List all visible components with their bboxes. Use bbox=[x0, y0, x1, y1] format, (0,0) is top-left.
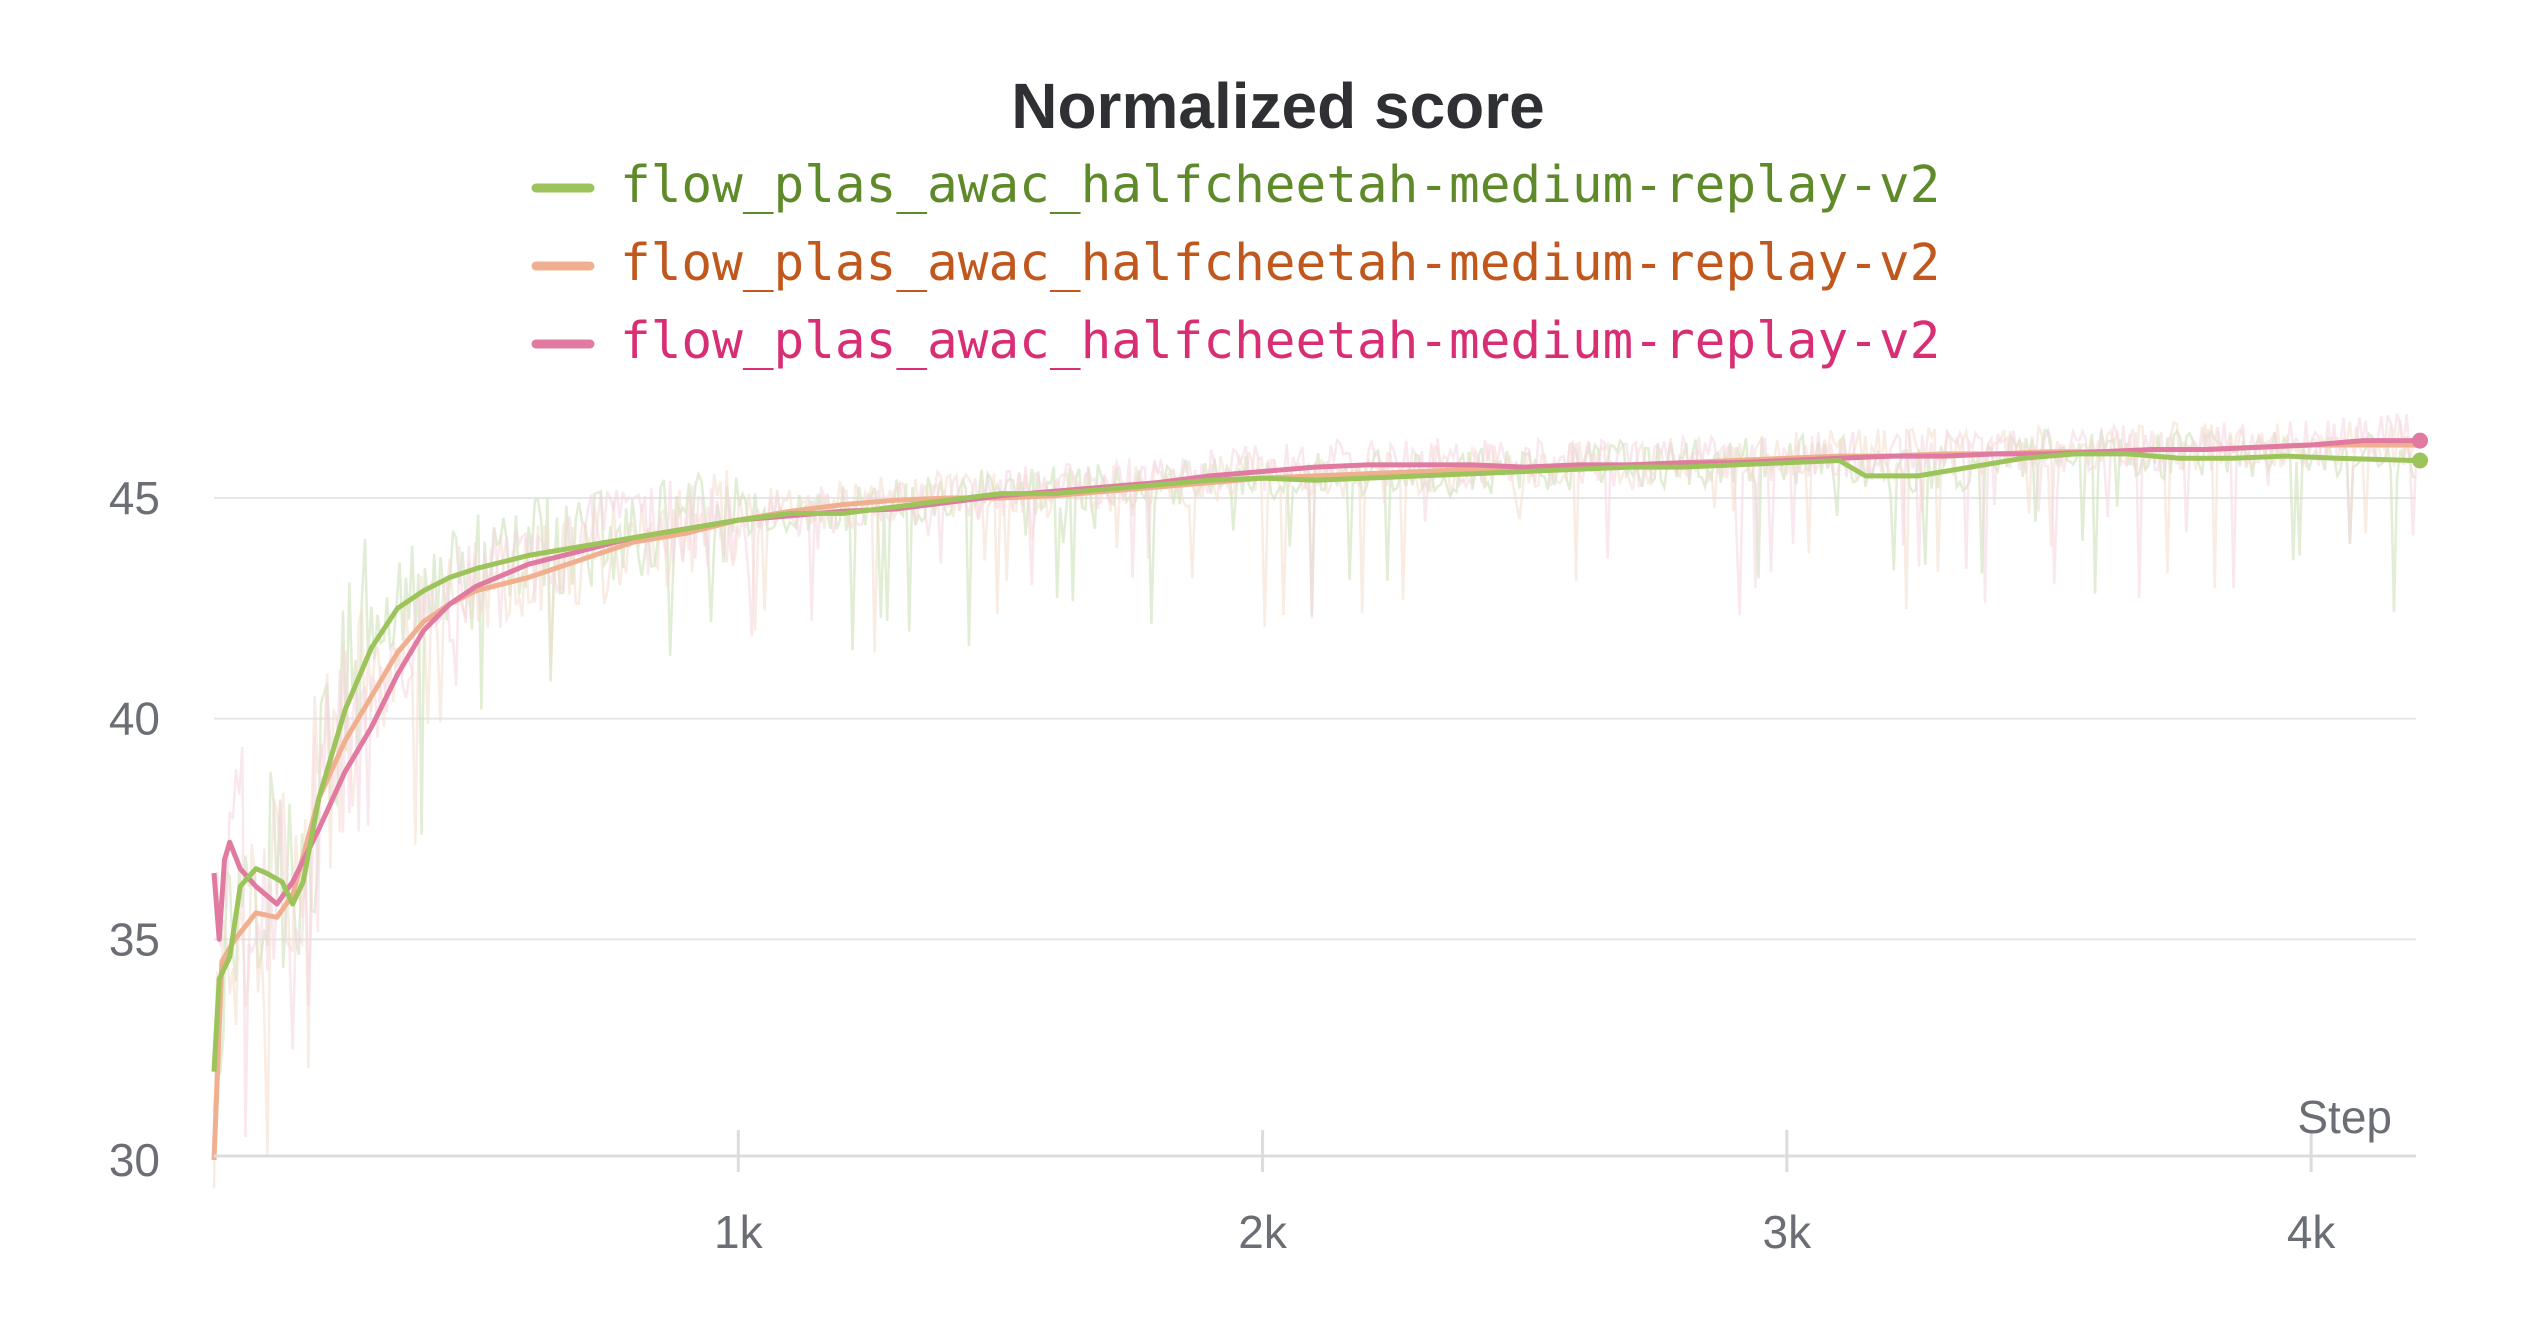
legend-label: flow_plas_awac_halfcheetah-medium-replay… bbox=[620, 312, 1940, 371]
raw-traces bbox=[212, 413, 2418, 1189]
legend: flow_plas_awac_halfcheetah-medium-replay… bbox=[531, 156, 1940, 371]
y-ticks: 30 35 40 45 bbox=[109, 472, 160, 1186]
x-tick-label: 1k bbox=[714, 1206, 764, 1258]
y-tick-label: 30 bbox=[109, 1134, 160, 1186]
raw-trace bbox=[212, 420, 2417, 1189]
x-tick-label: 3k bbox=[1763, 1206, 1813, 1258]
series-end-dot bbox=[2412, 452, 2428, 469]
x-axis-label: Step bbox=[2297, 1091, 2392, 1143]
y-tick-label: 45 bbox=[109, 472, 160, 524]
end-dots bbox=[2412, 432, 2428, 469]
raw-trace bbox=[212, 413, 2418, 1138]
series-line bbox=[211, 451, 2417, 1072]
x-tick-label: 2k bbox=[1238, 1206, 1288, 1258]
series-lines bbox=[211, 438, 2417, 1161]
series-end-dot bbox=[2412, 432, 2428, 449]
x-ticks: 1k 2k 3k 4k bbox=[714, 1130, 2336, 1258]
y-tick-label: 35 bbox=[109, 913, 160, 965]
legend-label: flow_plas_awac_halfcheetah-medium-replay… bbox=[620, 156, 1940, 215]
x-tick-label: 4k bbox=[2287, 1206, 2337, 1258]
legend-label: flow_plas_awac_halfcheetah-medium-replay… bbox=[620, 234, 1940, 293]
y-tick-label: 40 bbox=[109, 693, 160, 745]
chart-title: Normalized score bbox=[1011, 70, 1545, 142]
